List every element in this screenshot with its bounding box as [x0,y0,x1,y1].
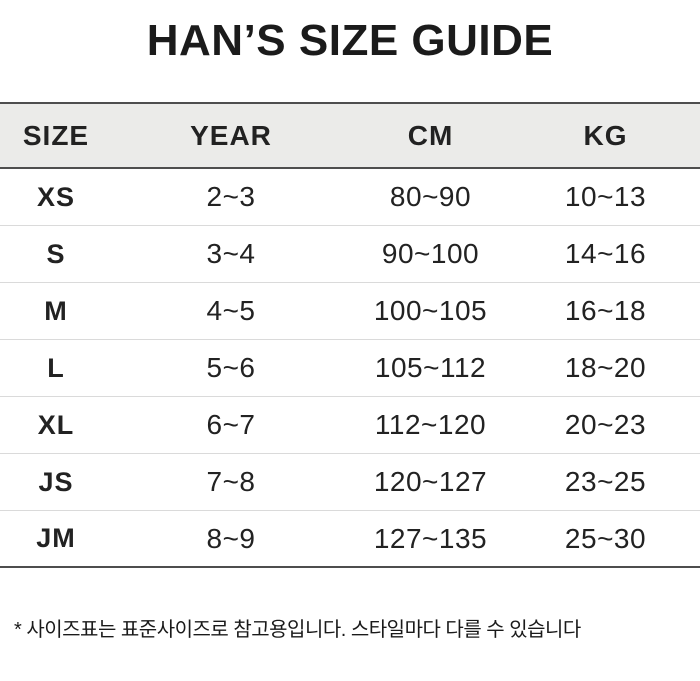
column-header-kg: KG [583,119,628,151]
cm-value: 105~112 [374,352,487,384]
table-header-row: SIZE YEAR CM KG [0,102,700,170]
cm-value: 100~105 [373,295,488,327]
size-table: SIZE YEAR CM KG XS 2~3 80~90 10~13 S 3~4… [0,102,700,569]
kg-value: 25~30 [564,522,647,554]
table-row: XS 2~3 80~90 10~13 [0,169,700,227]
footnote: * 사이즈표는 표준사이즈로 참고용입니다. 스타일마다 다를 수 있습니다 [14,619,581,642]
cm-value: 80~90 [389,181,472,213]
cm-value: 90~100 [381,238,480,270]
size-guide-page: HAN’S SIZE GUIDE SIZE YEAR CM KG XS 2~3 … [0,16,700,681]
kg-value: 20~23 [564,409,647,441]
page-title: HAN’S SIZE GUIDE [146,16,554,65]
cm-value: 112~120 [374,409,487,441]
year-value: 8~9 [206,522,256,554]
table-row: L 5~6 105~112 18~20 [0,340,700,398]
table-row: JM 8~9 127~135 25~30 [0,511,700,569]
size-value: JS [38,466,74,497]
table-row: JS 7~8 120~127 23~25 [0,454,700,512]
year-value: 4~5 [206,295,256,327]
year-value: 3~4 [206,238,256,270]
kg-value: 18~20 [564,352,647,384]
year-value: 7~8 [206,466,256,498]
size-value: S [46,238,66,269]
kg-value: 10~13 [564,181,647,213]
cm-value: 127~135 [373,522,488,554]
column-header-size: SIZE [22,119,90,151]
kg-value: 23~25 [564,466,647,498]
column-header-cm: CM [407,119,454,151]
kg-value: 16~18 [564,295,647,327]
kg-value: 14~16 [564,238,647,270]
size-value: XL [37,409,75,440]
cm-value: 120~127 [373,466,488,498]
table-row: M 4~5 100~105 16~18 [0,283,700,341]
table-row: XL 6~7 112~120 20~23 [0,397,700,455]
size-value: JM [36,523,76,554]
column-header-year: YEAR [190,119,272,151]
size-value: XS [36,181,76,212]
year-value: 5~6 [206,352,256,384]
year-value: 2~3 [206,181,256,213]
size-value: M [44,295,68,326]
table-row: S 3~4 90~100 14~16 [0,226,700,284]
year-value: 6~7 [206,409,256,441]
size-value: L [47,352,65,383]
